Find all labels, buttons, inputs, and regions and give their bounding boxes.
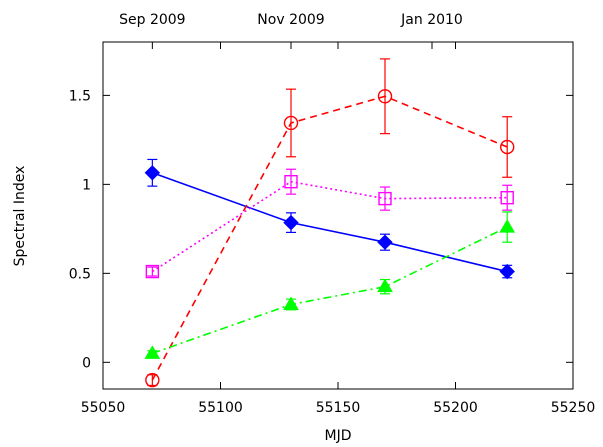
top-date-labels: Sep 2009 Nov 2009 Jan 2010 [119,12,463,28]
data-point [145,372,160,388]
series-line [152,172,508,273]
top-date-label: Jan 2010 [400,12,463,28]
data-point [499,263,515,280]
data-point [500,139,515,155]
data-point [378,191,392,206]
data-point [377,278,393,293]
data-point [144,165,161,181]
data-point [144,345,161,359]
y-tick-label: 1.5 [69,88,91,104]
series-layer [144,58,516,388]
x-tick-label: 55050 [81,400,126,416]
top-date-label: Sep 2009 [119,12,185,28]
axis-ticks [102,42,574,389]
y-tick-label: 1 [82,177,91,193]
series-line [151,180,508,273]
y-tick-labels: 0 0.5 1 1.5 [69,88,91,371]
series-4 [144,211,516,359]
series-1 [144,158,515,280]
x-axis-title: MJD [325,428,352,444]
series-3 [145,168,514,279]
y-tick-label: 0.5 [69,266,91,282]
x-tick-label: 55250 [551,400,596,416]
data-point [377,234,393,250]
x-tick-labels: 55050 55100 55150 55200 55250 [81,400,596,416]
data-point [499,219,516,233]
data-point [283,115,299,131]
x-tick-label: 55200 [433,400,478,416]
data-point [283,296,299,310]
data-point [284,174,298,189]
y-tick-label: 0 [82,355,91,371]
data-point [500,191,514,205]
x-tick-label: 55150 [316,400,361,416]
series-2 [145,58,515,388]
x-tick-label: 55100 [198,400,243,416]
data-point [283,214,299,231]
data-point [145,264,160,279]
data-point [377,89,393,104]
y-axis-title: Spectral Index [12,166,28,267]
top-date-label: Nov 2009 [257,12,324,28]
series-line [151,95,508,381]
series-line [152,226,508,355]
plot-frame [102,41,574,390]
